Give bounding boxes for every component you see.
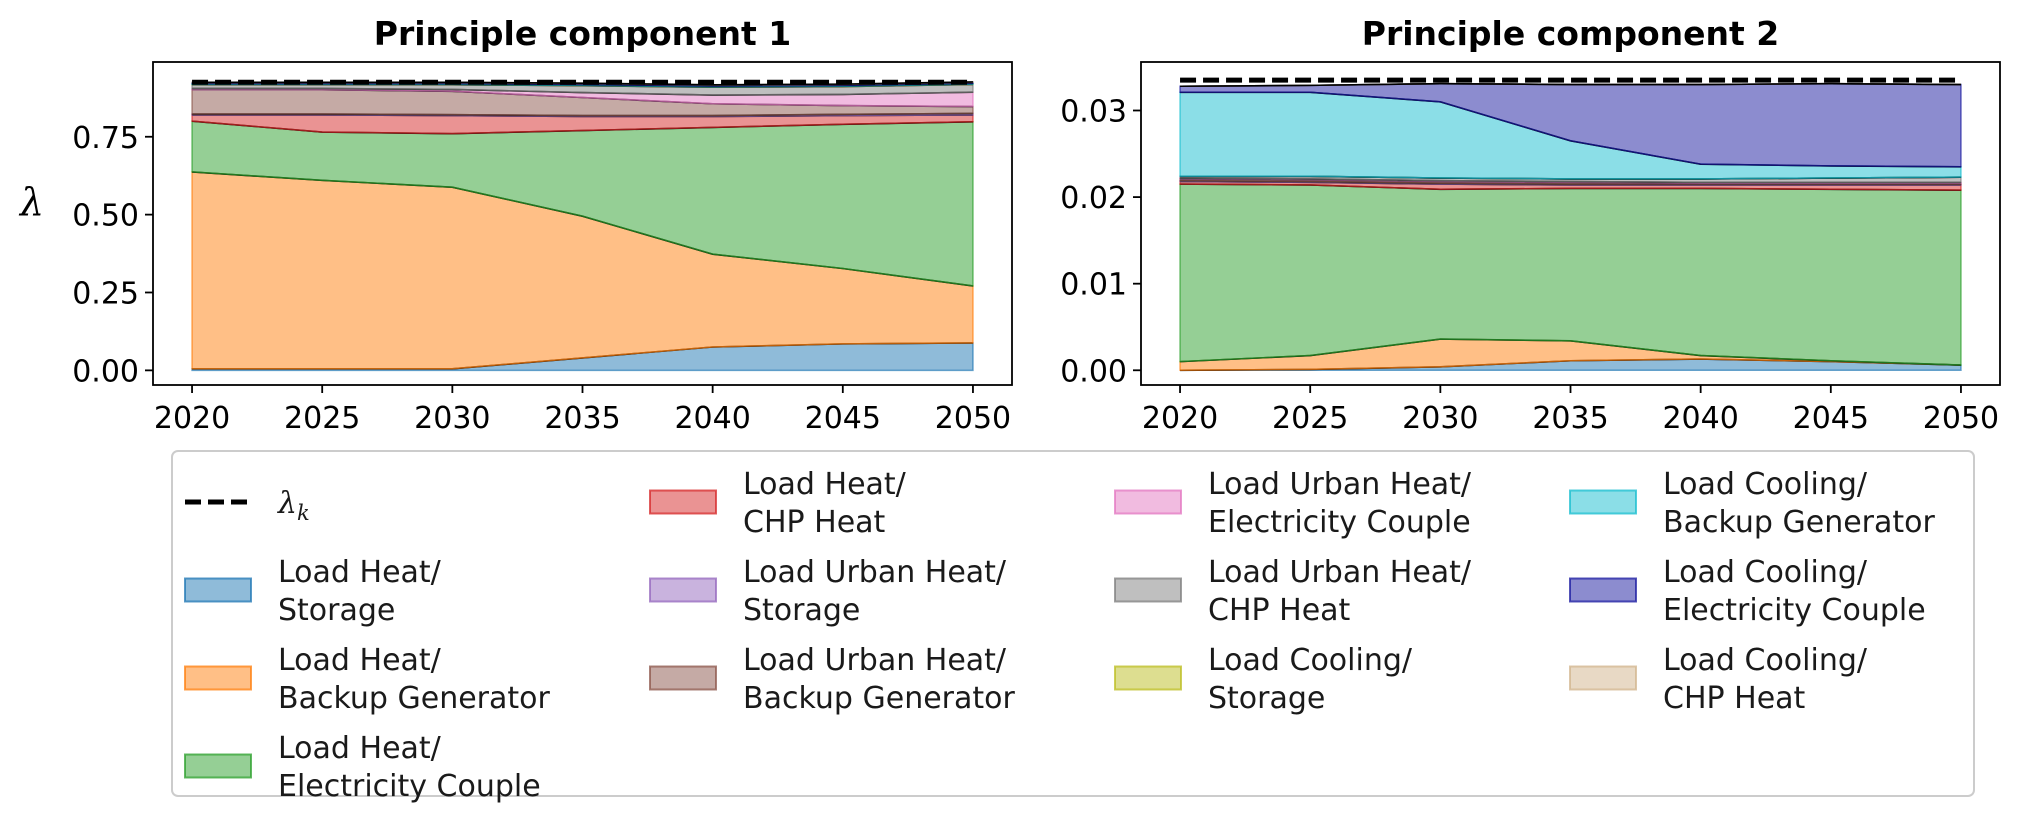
plot-area <box>191 79 974 372</box>
legend-swatch <box>1114 665 1182 691</box>
legend-swatch <box>184 753 252 779</box>
chart-title: Principle component 2 <box>1362 14 1779 53</box>
legend-label-line1: Load Cooling/ <box>1663 555 1868 590</box>
x-tick-label: 2020 <box>154 401 230 436</box>
y-tick-label: 0.75 <box>72 121 139 156</box>
legend-label-line1: Load Urban Heat/ <box>1208 467 1472 502</box>
legend-swatch <box>649 489 717 515</box>
legend-swatch <box>1569 489 1637 515</box>
plot-area <box>1179 77 1962 372</box>
legend-swatch <box>1114 489 1182 515</box>
legend-label-line2: Electricity Couple <box>278 769 541 804</box>
legend-label-line2: Electricity Couple <box>1208 505 1471 540</box>
x-tick-label: 2040 <box>1662 401 1738 436</box>
chart-panel-component-1: 2020 2025 2030 2035 2040 2045 2050 0.00 0.25 0.50… <box>18 14 1013 436</box>
legend-label-line2: Electricity Couple <box>1663 593 1926 628</box>
y-tick-label: 0.50 <box>72 199 139 234</box>
x-tick-label: 2035 <box>1532 401 1608 436</box>
area-load-heat-electricity-couple <box>1179 183 1962 366</box>
legend-swatch <box>1114 577 1182 603</box>
legend-swatch <box>1569 665 1637 691</box>
y-tick-label: 0.03 <box>1060 94 1127 129</box>
legend-swatch <box>184 665 252 691</box>
legend-label-line2: Storage <box>743 593 860 628</box>
legend-label-line1: Load Urban Heat/ <box>743 643 1007 678</box>
legend-swatch <box>649 577 717 603</box>
x-tick-label: 2035 <box>544 401 620 436</box>
legend-swatch <box>649 665 717 691</box>
y-tick-label: 0.00 <box>1060 354 1127 389</box>
legend-label-line1: Load Urban Heat/ <box>743 555 1007 590</box>
boundary-load-cooling-chp-heat <box>1180 82 1961 88</box>
legend-swatch <box>1569 577 1637 603</box>
x-tick-label: 2025 <box>284 401 360 436</box>
legend-label-line2: Backup Generator <box>1663 505 1936 540</box>
x-tick-label: 2045 <box>1793 401 1869 436</box>
y-tick-label: 0.02 <box>1060 181 1127 216</box>
legend-label-line1: Load Cooling/ <box>1208 643 1413 678</box>
legend-label-line2: Backup Generator <box>743 681 1016 716</box>
x-tick-label: 2025 <box>1272 401 1348 436</box>
x-tick-label: 2030 <box>414 401 490 436</box>
legend-label-line1: Load Urban Heat/ <box>1208 555 1472 590</box>
legend-label-line2: Backup Generator <box>278 681 551 716</box>
legend-box <box>171 450 1975 797</box>
legend-label-line1: Load Heat/ <box>743 467 907 502</box>
x-tick-label: 2020 <box>1142 401 1218 436</box>
legend-label-line2: CHP Heat <box>1208 593 1351 628</box>
x-tick-label: 2045 <box>805 401 881 436</box>
x-tick-label: 2030 <box>1402 401 1478 436</box>
legend-label-line2: Storage <box>1208 681 1325 716</box>
y-tick-label: 0.25 <box>72 276 139 311</box>
legend-label-line2: CHP Heat <box>1663 681 1806 716</box>
x-tick-label: 2050 <box>1923 401 1999 436</box>
legend-label-line1: Load Cooling/ <box>1663 467 1868 502</box>
legend-lambda-k-label: λk <box>277 486 310 525</box>
chart-title: Principle component 1 <box>374 14 791 53</box>
y-tick-label: 0.01 <box>1060 268 1127 303</box>
legend-label-line2: CHP Heat <box>743 505 886 540</box>
legend-swatch <box>184 577 252 603</box>
legend-label-line1: Load Heat/ <box>278 731 442 766</box>
x-tick-label: 2050 <box>935 401 1011 436</box>
legend-label-line1: Load Heat/ <box>278 643 442 678</box>
legend-label-line2: Storage <box>278 593 395 628</box>
chart-panel-component-2: 2020 2025 2030 2035 2040 2045 2050 0.00 0.01 0.02… <box>1060 14 2001 436</box>
y-tick-label: 0.00 <box>72 354 139 389</box>
y-axis-label: λ <box>18 180 44 224</box>
x-tick-label: 2040 <box>674 401 750 436</box>
legend-label-line1: Load Cooling/ <box>1663 643 1868 678</box>
legend-label-line1: Load Heat/ <box>278 555 442 590</box>
